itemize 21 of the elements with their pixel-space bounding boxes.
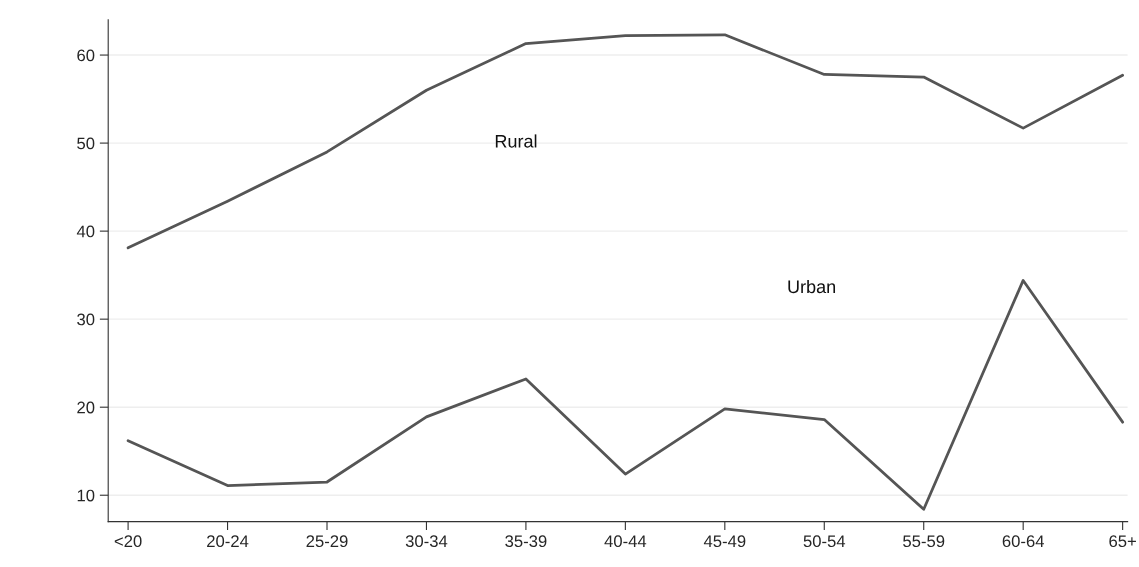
line-series <box>126 279 1125 511</box>
y-tick-label: 30 <box>77 313 95 326</box>
x-tick-label: 50-54 <box>803 535 846 548</box>
x-tick-label: 35-39 <box>505 535 547 548</box>
annotation: Urban <box>788 279 836 294</box>
y-tick-label: 40 <box>76 225 95 238</box>
x-tick-label: 20-24 <box>207 535 249 548</box>
y-tick-label: 20 <box>77 401 95 414</box>
x-tick-label: <20 <box>114 535 142 548</box>
y-tick-label: 10 <box>77 489 95 502</box>
y-tick-label: 50 <box>77 137 95 150</box>
y-tick-label: 60 <box>77 49 95 62</box>
x-tick-label: 30-34 <box>405 535 448 548</box>
annotation: Rural <box>495 134 537 148</box>
x-tick-label: 60-64 <box>1002 535 1045 548</box>
x-tick-label: 45-49 <box>703 535 746 548</box>
line-series <box>126 33 1125 250</box>
x-tick-label: 25-29 <box>306 535 348 548</box>
x-tick-label: 55-59 <box>903 535 945 548</box>
x-tick-label: 65+ <box>1109 535 1136 548</box>
x-tick-label: 40-44 <box>604 535 647 548</box>
